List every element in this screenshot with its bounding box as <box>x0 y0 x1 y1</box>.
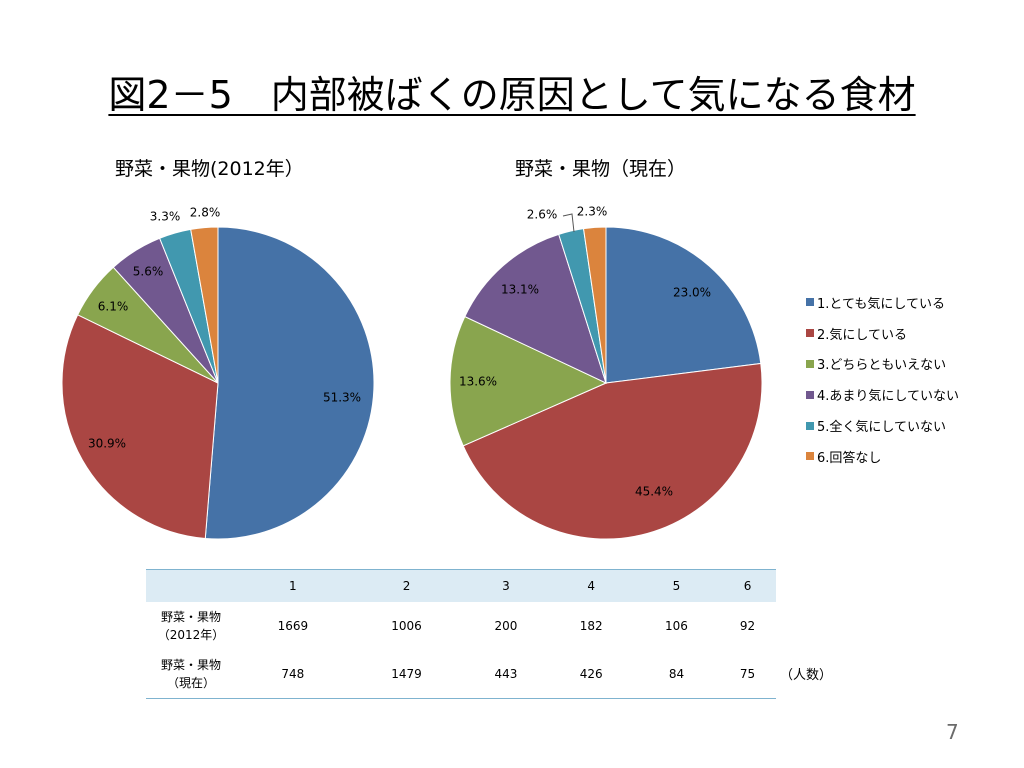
pie-slice <box>464 233 607 384</box>
legend-label: 5.全く気にしていない <box>817 420 947 436</box>
pie-slice <box>462 362 763 540</box>
table-header-row: 1 2 3 4 5 6 <box>146 569 776 602</box>
unit-note: （人数） <box>780 668 833 683</box>
legend-swatch <box>806 298 814 307</box>
legend-swatch <box>806 390 814 399</box>
table-cell: 1669 <box>277 619 309 633</box>
legend-item: 5.全く気にしていない <box>806 410 959 441</box>
table-cell: 426 <box>579 667 603 681</box>
legend-label: 1.とても気にしている <box>817 296 945 312</box>
table-cell: 1479 <box>391 667 422 681</box>
data-label: 30.9% <box>88 437 126 451</box>
data-label: 51.3% <box>323 391 361 405</box>
pie-chart-2012: 51.3% 30.9% 6.1% 5.6% 3.3% 2.8% <box>61 206 375 540</box>
table-row: 野菜・果物 （2012年） 1669 1006 200 182 106 92 <box>146 602 776 650</box>
table-header-cell: 6 <box>719 569 776 602</box>
table-header-cell: 2 <box>349 569 464 602</box>
table-cell: 84 <box>668 667 685 681</box>
table-header-cell: 3 <box>463 569 549 602</box>
data-label: 3.3% <box>150 210 181 224</box>
pie-slice <box>449 315 608 447</box>
table-header-cell: 1 <box>236 569 350 602</box>
legend-swatch <box>806 329 814 338</box>
pie-slice <box>204 226 375 540</box>
data-label: 6.1% <box>98 300 129 314</box>
row-header: 野菜・果物 （現在） <box>146 650 236 699</box>
row-header-line: （現在） <box>166 676 215 690</box>
data-label: 45.4% <box>635 485 673 499</box>
pie-charts: 51.3% 30.9% 6.1% 5.6% 3.3% 2.8% 23.0% 45.4% 13.… <box>61 205 763 540</box>
legend-label: 6.回答なし <box>817 450 882 466</box>
page-number: 7 <box>946 720 959 744</box>
table-row: 野菜・果物 （現在） 748 1479 443 426 84 75 <box>146 650 776 699</box>
table-header-cell: 4 <box>548 569 634 602</box>
data-label: 2.3% <box>577 205 608 219</box>
data-label: 13.1% <box>501 283 539 297</box>
legend-label: 2.気にしている <box>817 327 908 343</box>
legend-label: 4.あまり気にしていない <box>817 389 960 405</box>
legend-item: 3.どちらともいえない <box>806 349 959 380</box>
table-cell: 443 <box>494 667 518 681</box>
row-header-line: 野菜・果物 <box>160 610 221 624</box>
table-cell: 106 <box>665 619 688 633</box>
pie-slice <box>190 226 219 384</box>
table-cell: 182 <box>579 619 603 633</box>
pie-slice <box>61 314 219 540</box>
table-cell: 200 <box>494 619 518 633</box>
table-cell: 1006 <box>391 619 422 633</box>
chart-title-2012: 野菜・果物(2012年） <box>115 158 304 180</box>
pie-slice <box>605 226 762 384</box>
data-label: 13.6% <box>459 375 497 389</box>
data-label: 2.8% <box>190 206 221 220</box>
row-header: 野菜・果物 （2012年） <box>146 602 236 650</box>
data-label: 23.0% <box>673 286 711 300</box>
slide-title-text: 図2－5 内部被ばくの原因として気になる食材 <box>108 73 916 117</box>
row-header-line: （2012年） <box>157 628 225 642</box>
legend-item: 6.回答なし <box>806 441 959 472</box>
table-cell: 748 <box>281 667 305 681</box>
slide-title: 図2－5 内部被ばくの原因として気になる食材 <box>0 70 1024 120</box>
pie-slice <box>582 226 607 384</box>
legend-label: 3.どちらともいえない <box>817 358 947 374</box>
data-table: 1 2 3 4 5 6 野菜・果物 （2012年） 1669 1006 200 … <box>146 569 776 699</box>
chart-title-current: 野菜・果物（現在） <box>515 158 687 180</box>
data-label: 5.6% <box>133 265 164 279</box>
legend: 1.とても気にしている 2.気にしている 3.どちらともいえない 4.あまり気にしてい… <box>806 287 959 472</box>
table-header-cell <box>146 569 236 602</box>
legend-item: 4.あまり気にしていない <box>806 379 959 410</box>
table-cell: 92 <box>739 619 756 633</box>
legend-item: 1.とても気にしている <box>806 287 959 318</box>
table-cell: 75 <box>739 667 756 681</box>
row-header-line: 野菜・果物 <box>160 658 221 672</box>
table-header-cell: 5 <box>633 569 720 602</box>
label-leader-line <box>562 213 575 233</box>
legend-swatch <box>806 359 814 368</box>
data-label: 2.6% <box>527 208 558 222</box>
pie-chart-current: 23.0% 45.4% 13.6% 13.1% 2.6% 2.3% <box>449 205 763 540</box>
legend-swatch <box>806 421 814 430</box>
legend-item: 2.気にしている <box>806 318 959 349</box>
legend-swatch <box>806 452 814 461</box>
